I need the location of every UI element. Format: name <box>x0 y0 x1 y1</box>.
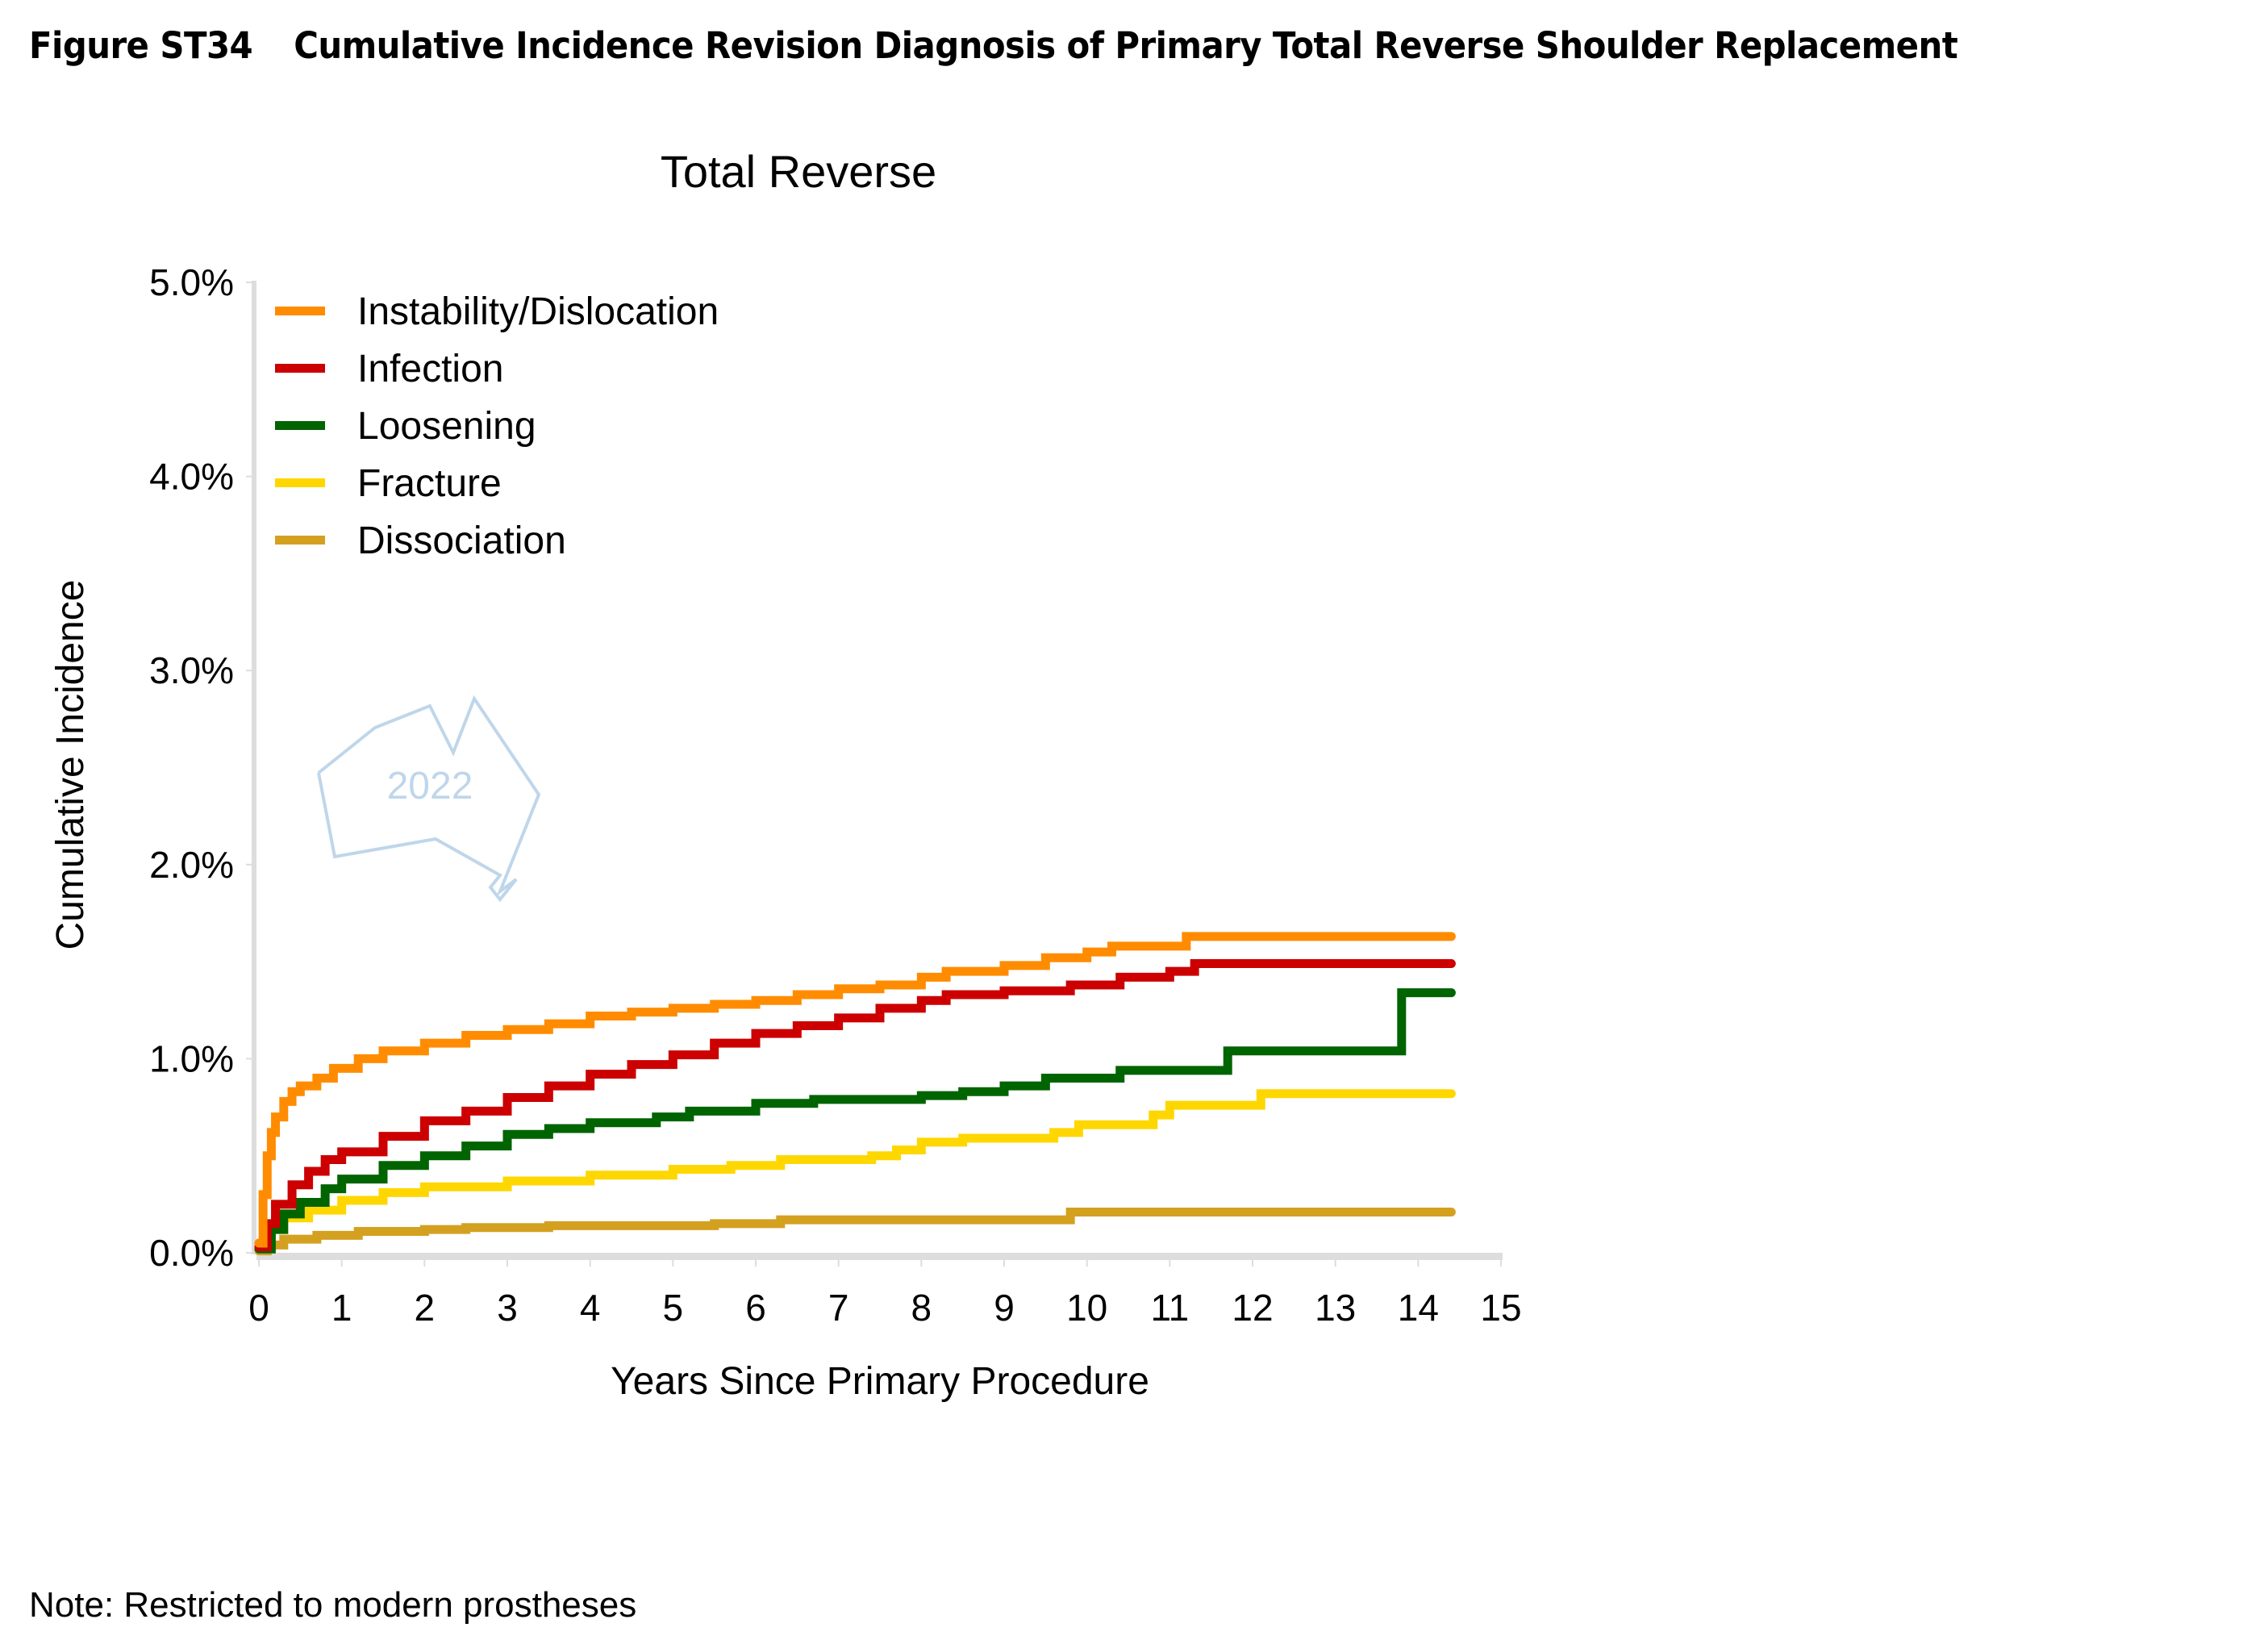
x-tick-label: 7 <box>828 1287 849 1329</box>
watermark-year: 2022 <box>387 765 473 807</box>
y-tick-label: 3.0% <box>149 649 234 691</box>
y-tick-label: 2.0% <box>149 844 234 886</box>
x-tick-label: 3 <box>497 1287 518 1329</box>
x-tick-label: 0 <box>248 1287 269 1329</box>
x-axis-label: Years Since Primary Procedure <box>611 1360 1149 1403</box>
y-tick-label: 0.0% <box>149 1232 234 1274</box>
legend-label-loosening: Loosening <box>357 405 536 448</box>
series-line-infection <box>254 959 1456 1252</box>
x-tick-label: 15 <box>1480 1287 1521 1329</box>
x-tick-label: 8 <box>911 1287 932 1329</box>
x-tick-label: 13 <box>1315 1287 1356 1329</box>
legend-swatch-instability-dislocation <box>275 307 325 315</box>
figure-number: Figure ST34 <box>29 24 253 67</box>
x-tick-label: 5 <box>663 1287 684 1329</box>
figure-title: Figure ST34 Cumulative Incidence Revision… <box>29 24 1958 67</box>
series-line-fracture <box>254 1089 1456 1248</box>
australia-outline-icon: 2022 <box>317 695 541 903</box>
x-tick-label: 6 <box>745 1287 766 1329</box>
x-tick-label: 9 <box>994 1287 1015 1329</box>
y-axis-label: Cumulative Incidence <box>49 580 92 950</box>
figure-note: Note: Restricted to modern prostheses <box>29 1585 637 1625</box>
y-tick-label: 5.0% <box>149 261 234 303</box>
legend-label-fracture: Fracture <box>357 462 502 505</box>
series-line-dissociation <box>254 1207 1456 1256</box>
legend-swatch-dissociation <box>275 536 325 545</box>
legend: Instability/Dislocation Infection Loosenin… <box>275 290 719 562</box>
x-tick-label: 1 <box>331 1287 352 1329</box>
chart-title: Total Reverse <box>661 146 936 197</box>
series-line-instability-dislocation <box>254 932 1456 1248</box>
x-tick-label: 12 <box>1232 1287 1273 1329</box>
y-tick-label: 1.0% <box>149 1037 234 1079</box>
x-axis-line <box>256 1253 1503 1260</box>
x-tick-label: 4 <box>580 1287 601 1329</box>
legend-swatch-loosening <box>275 421 325 430</box>
series-line-loosening <box>254 988 1456 1254</box>
x-tick-label: 2 <box>415 1287 436 1329</box>
x-tick-label: 11 <box>1150 1287 1189 1329</box>
legend-label-instability-dislocation: Instability/Dislocation <box>357 290 719 333</box>
y-axis-line <box>252 281 256 1254</box>
legend-swatch-fracture <box>275 478 325 487</box>
x-tick-label: 14 <box>1398 1287 1439 1329</box>
legend-label-dissociation: Dissociation <box>357 520 566 562</box>
legend-label-infection: Infection <box>357 348 503 390</box>
figure-title-text: Cumulative Incidence Revision Diagnosis … <box>294 24 1958 67</box>
y-tick-label: 4.0% <box>149 456 234 498</box>
legend-swatch-infection <box>275 364 325 373</box>
x-tick-label: 10 <box>1066 1287 1107 1329</box>
